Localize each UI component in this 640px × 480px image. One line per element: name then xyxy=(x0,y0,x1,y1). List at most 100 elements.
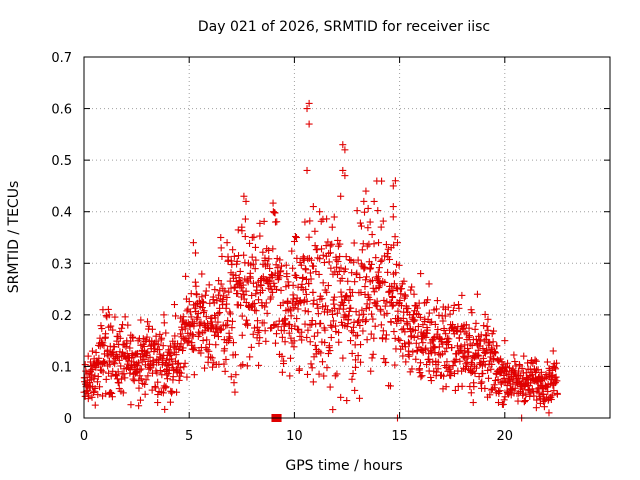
x-tick-label: 20 xyxy=(497,429,514,444)
data-point xyxy=(377,257,385,265)
data-point xyxy=(345,312,353,320)
data-point xyxy=(240,192,248,200)
data-point xyxy=(225,288,233,296)
data-point xyxy=(447,368,455,376)
data-point xyxy=(191,344,199,352)
data-point xyxy=(224,317,232,325)
data-point xyxy=(348,327,356,335)
data-point xyxy=(176,330,184,338)
data-point xyxy=(211,286,219,294)
data-point xyxy=(223,239,231,247)
data-point xyxy=(328,223,336,231)
data-point xyxy=(507,368,515,376)
data-point xyxy=(293,325,301,333)
data-point xyxy=(540,403,548,411)
y-tick-label: 0.6 xyxy=(51,103,72,118)
data-point xyxy=(475,373,483,381)
data-point xyxy=(483,332,491,340)
data-point xyxy=(284,297,292,305)
data-point xyxy=(247,274,255,282)
data-point xyxy=(488,360,496,368)
data-point xyxy=(243,316,251,324)
data-point xyxy=(522,380,530,388)
data-point xyxy=(382,359,390,367)
data-point xyxy=(167,350,175,358)
data-point xyxy=(88,347,96,355)
data-point xyxy=(316,255,324,263)
data-point xyxy=(124,321,132,329)
data-point xyxy=(306,217,314,225)
data-point xyxy=(129,334,137,342)
data-point xyxy=(343,397,351,405)
data-point xyxy=(248,253,256,261)
data-point xyxy=(200,299,208,307)
data-point xyxy=(377,307,385,315)
data-point xyxy=(213,297,221,305)
data-point xyxy=(431,344,439,352)
data-point xyxy=(239,281,247,289)
data-point xyxy=(395,261,403,269)
data-point xyxy=(94,391,102,399)
data-point xyxy=(499,400,507,408)
data-point xyxy=(222,355,230,363)
data-point xyxy=(148,325,156,333)
data-point xyxy=(350,239,358,247)
data-point xyxy=(333,370,341,378)
data-point xyxy=(226,334,234,342)
data-point xyxy=(390,280,398,288)
data-point xyxy=(221,367,229,375)
data-point xyxy=(511,384,519,392)
data-point xyxy=(409,348,417,356)
data-point xyxy=(272,330,280,338)
data-point xyxy=(349,323,357,331)
data-point xyxy=(236,267,244,275)
data-point xyxy=(174,359,182,367)
data-point xyxy=(202,313,210,321)
data-point xyxy=(141,390,149,398)
data-point xyxy=(483,322,491,330)
data-point xyxy=(262,337,270,345)
data-point xyxy=(390,328,398,336)
data-point xyxy=(288,299,296,307)
data-point xyxy=(230,284,238,292)
data-point xyxy=(99,368,107,376)
data-point xyxy=(323,215,331,223)
data-point xyxy=(164,369,172,377)
data-point xyxy=(249,300,257,308)
data-point xyxy=(330,300,338,308)
data-point xyxy=(553,359,561,367)
data-point xyxy=(343,323,351,331)
data-point xyxy=(102,312,110,320)
data-point xyxy=(138,357,146,365)
data-point xyxy=(348,288,356,296)
data-point xyxy=(141,380,149,388)
axis-ticks xyxy=(83,56,610,419)
data-point xyxy=(418,347,426,355)
data-point xyxy=(249,279,257,287)
data-point xyxy=(441,312,449,320)
data-point xyxy=(116,328,124,336)
data-point xyxy=(214,318,222,326)
data-point xyxy=(197,318,205,326)
data-point xyxy=(260,319,268,327)
data-point xyxy=(373,297,381,305)
data-point xyxy=(99,306,107,314)
data-point xyxy=(225,333,233,341)
data-point xyxy=(379,217,387,225)
data-point xyxy=(298,336,306,344)
data-point xyxy=(238,312,246,320)
data-point xyxy=(250,299,258,307)
data-point xyxy=(408,365,416,373)
data-point xyxy=(265,278,273,286)
data-point xyxy=(412,339,420,347)
data-point xyxy=(212,323,220,331)
data-point xyxy=(168,388,176,396)
data-point xyxy=(286,321,294,329)
data-point xyxy=(252,307,260,315)
data-point xyxy=(493,356,501,364)
data-point xyxy=(214,310,222,318)
data-point xyxy=(286,372,294,380)
data-point xyxy=(356,274,364,282)
data-point xyxy=(337,288,345,296)
data-point xyxy=(472,319,480,327)
